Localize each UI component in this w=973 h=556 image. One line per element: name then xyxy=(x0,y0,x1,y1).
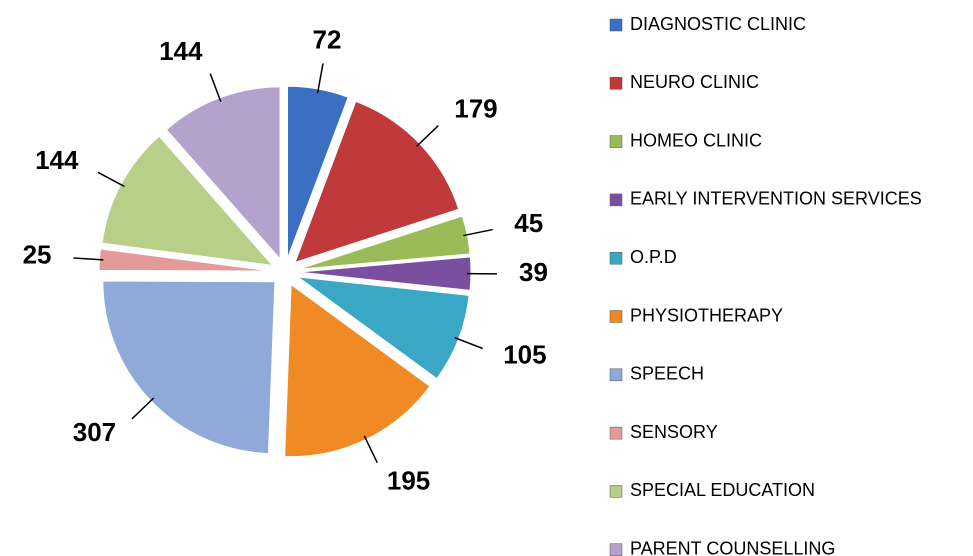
leader-line xyxy=(97,171,125,188)
data-label: 72 xyxy=(312,25,341,55)
legend-swatch xyxy=(609,135,623,148)
leader-line xyxy=(463,228,493,237)
legend-label: HOMEO CLINIC xyxy=(630,130,762,150)
legend-swatch xyxy=(609,18,623,32)
legend-swatch xyxy=(609,426,623,440)
legend-label: PHYSIOTHERAPY xyxy=(630,305,783,325)
legend-swatch xyxy=(609,485,623,498)
data-label: 25 xyxy=(23,239,52,269)
legend-label: NEURO CLINIC xyxy=(630,72,759,92)
data-label: 105 xyxy=(503,339,546,369)
pie-slice xyxy=(102,280,276,455)
leader-line xyxy=(454,336,483,350)
data-label: 307 xyxy=(73,417,116,447)
legend-label: O.P.D xyxy=(630,247,677,267)
legend-swatch xyxy=(609,193,623,207)
legend-swatch xyxy=(609,368,623,382)
legend-label: SENSORY xyxy=(630,422,718,442)
leader-line xyxy=(363,435,378,464)
data-label: 179 xyxy=(454,93,497,123)
legend-swatch xyxy=(609,251,623,265)
data-label: 144 xyxy=(159,36,203,66)
legend-swatch xyxy=(609,543,623,556)
legend-swatch xyxy=(609,77,623,90)
leader-line xyxy=(73,257,104,261)
data-label: 195 xyxy=(387,466,430,496)
leader-line xyxy=(209,73,222,102)
legend-label: SPECIAL EDUCATION xyxy=(630,480,815,500)
legend-label: SPEECH xyxy=(630,364,704,384)
legend-swatch xyxy=(609,310,623,323)
data-label: 39 xyxy=(519,257,548,287)
legend-label: PARENT COUNSELLING xyxy=(630,538,835,556)
leader-line xyxy=(416,125,439,147)
legend-label: EARLY INTERVENTION SERVICES xyxy=(630,189,922,209)
leader-line xyxy=(131,397,155,420)
data-label: 144 xyxy=(35,145,79,175)
data-label: 45 xyxy=(514,208,543,238)
legend-label: DIAGNOSTIC CLINIC xyxy=(630,14,806,34)
leader-line xyxy=(316,63,324,94)
